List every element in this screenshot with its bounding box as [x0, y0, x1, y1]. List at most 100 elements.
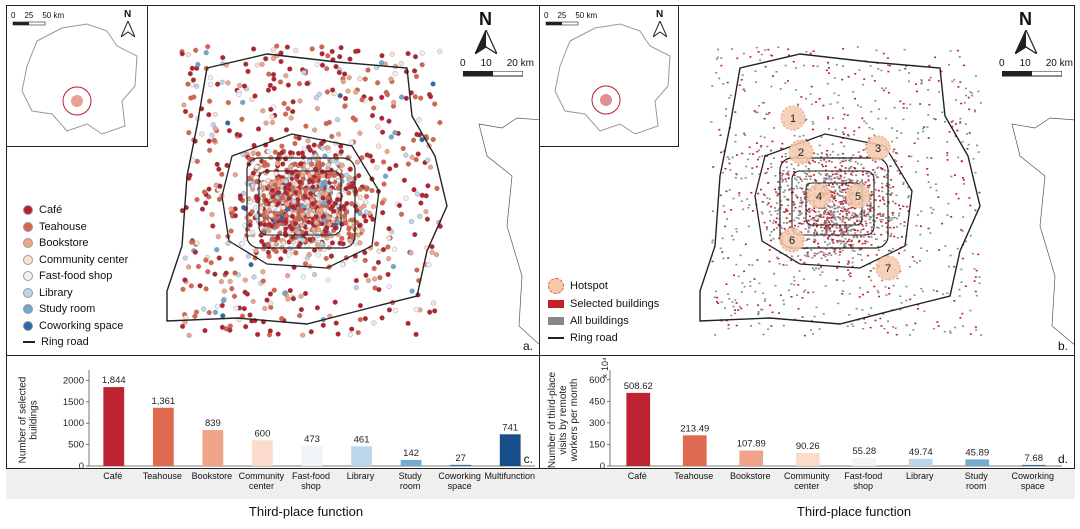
- building-mark: [836, 241, 839, 244]
- poi-dot: [354, 159, 360, 165]
- poi-dot: [207, 98, 213, 104]
- building-mark: [783, 303, 785, 305]
- building-mark: [891, 309, 894, 311]
- x-tick-label: Teahouse: [674, 471, 714, 481]
- building-mark: [828, 229, 831, 231]
- building-mark: [796, 294, 799, 296]
- building-mark: [797, 104, 800, 106]
- poi-dot: [346, 190, 352, 196]
- building-mark: [799, 178, 802, 180]
- building-mark: [951, 120, 954, 122]
- building-mark: [849, 225, 851, 227]
- building-mark: [820, 257, 823, 260]
- building-mark: [836, 176, 839, 178]
- building-mark: [824, 233, 827, 236]
- building-mark: [859, 231, 862, 233]
- legend-item-6: Study room: [23, 303, 95, 315]
- building-mark: [776, 194, 779, 197]
- building-mark: [818, 144, 821, 147]
- poi-dot: [326, 199, 332, 205]
- building-mark: [772, 75, 774, 77]
- building-mark: [853, 222, 856, 224]
- building-mark: [869, 65, 872, 67]
- building-mark: [804, 289, 807, 292]
- building-mark: [968, 197, 971, 199]
- building-mark: [852, 217, 855, 219]
- poi-dot: [203, 286, 209, 292]
- building-mark: [969, 333, 972, 335]
- inset-map-b: 0 25 50 km N: [540, 6, 679, 147]
- poi-dot: [336, 70, 342, 76]
- poi-dot: [392, 307, 398, 314]
- building-mark: [793, 283, 796, 286]
- poi-dot: [212, 126, 218, 132]
- building-mark: [802, 134, 805, 137]
- building-mark: [825, 248, 828, 250]
- building-mark: [817, 267, 820, 270]
- poi-dot: [311, 272, 318, 278]
- building-mark: [819, 251, 822, 253]
- building-mark: [978, 282, 981, 285]
- building-mark: [828, 213, 831, 215]
- building-mark: [863, 212, 866, 215]
- building-mark: [793, 188, 795, 190]
- building-mark: [859, 181, 862, 184]
- building-mark: [849, 272, 852, 274]
- building-mark: [887, 91, 890, 94]
- building-mark: [770, 205, 772, 208]
- building-mark: [784, 155, 787, 158]
- poi-dot: [319, 44, 325, 50]
- poi-dot: [291, 198, 297, 205]
- building-mark: [903, 48, 906, 51]
- bar-value-label: 107.89: [737, 438, 766, 449]
- building-mark: [769, 234, 772, 236]
- building-mark: [830, 238, 833, 240]
- y-tick-label: 300: [589, 418, 605, 429]
- building-mark: [953, 265, 956, 268]
- building-mark: [828, 226, 831, 229]
- building-mark: [841, 210, 844, 213]
- poi-dot: [408, 219, 415, 225]
- building-mark: [848, 262, 850, 264]
- building-mark: [886, 226, 889, 228]
- building-mark: [820, 156, 823, 158]
- building-mark: [863, 214, 866, 217]
- building-mark: [818, 215, 820, 217]
- building-mark: [862, 170, 864, 173]
- building-mark: [944, 120, 946, 123]
- building-mark: [719, 194, 722, 197]
- building-mark: [841, 191, 844, 193]
- poi-dot: [187, 71, 193, 77]
- building-mark: [928, 79, 931, 81]
- building-mark: [807, 291, 810, 294]
- building-mark: [756, 150, 759, 153]
- poi-dot: [228, 206, 234, 212]
- building-mark: [930, 212, 933, 214]
- building-mark: [831, 143, 834, 145]
- poi-dot: [216, 255, 222, 261]
- building-mark: [885, 184, 888, 187]
- building-mark: [920, 82, 923, 85]
- building-mark: [875, 238, 877, 240]
- poi-dot: [355, 48, 361, 54]
- building-mark: [908, 80, 910, 83]
- building-mark: [812, 174, 815, 176]
- poi-dot: [321, 217, 327, 224]
- building-mark: [823, 211, 826, 213]
- building-mark: [813, 219, 816, 222]
- building-mark: [876, 167, 879, 169]
- building-mark: [800, 212, 803, 214]
- building-mark: [763, 221, 766, 224]
- building-mark: [828, 205, 831, 208]
- building-mark: [844, 167, 847, 169]
- building-mark: [797, 225, 800, 228]
- building-mark: [974, 75, 977, 77]
- building-mark: [827, 205, 830, 207]
- building-mark: [727, 293, 730, 295]
- building-mark: [838, 254, 841, 256]
- building-mark: [750, 325, 752, 327]
- building-mark: [949, 330, 952, 333]
- building-mark: [825, 184, 828, 187]
- building-mark: [787, 170, 790, 173]
